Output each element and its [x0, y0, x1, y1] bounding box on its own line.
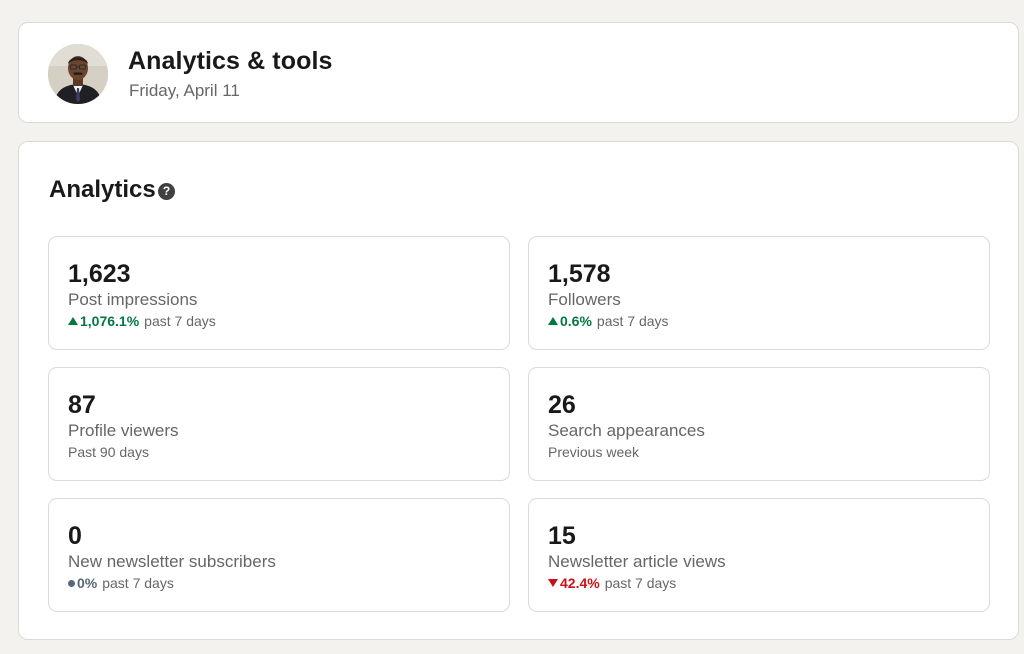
metric-period: Past 90 days — [68, 444, 149, 460]
metric-trend: 0.6% past 7 days — [548, 313, 669, 329]
metric-label: Search appearances — [548, 421, 705, 440]
trend-up-icon — [68, 316, 78, 325]
metric-period: Previous week — [548, 444, 640, 460]
metric-trend: 0% past 7 days — [68, 575, 174, 591]
metric-trend: 1,076.1% past 7 days — [68, 313, 216, 329]
metric-change: 42.4% — [560, 575, 600, 591]
metric-value: 26 — [548, 391, 576, 419]
metric-label: New newsletter subscribers — [68, 552, 276, 571]
metric-label: Followers — [548, 290, 621, 309]
metric-value: 1,578 — [548, 260, 611, 288]
metric-period: past 7 days — [596, 313, 669, 329]
metric-trend: 42.4% past 7 days — [548, 575, 676, 591]
analytics-card: Analytics ? 1,623 Post impressions 1,076… — [18, 141, 1019, 640]
metric-search-appearances[interactable]: 26 Search appearances Previous week — [528, 367, 990, 481]
metric-post-impressions[interactable]: 1,623 Post impressions 1,076.1% past 7 d… — [48, 236, 510, 350]
avatar[interactable] — [48, 44, 108, 104]
trend-down-icon — [548, 579, 558, 587]
metric-value: 0 — [68, 522, 82, 550]
metric-value: 1,623 — [68, 260, 131, 288]
metric-change: 1,076.1% — [80, 313, 140, 329]
metric-value: 15 — [548, 522, 576, 550]
trend-flat-icon — [68, 579, 75, 587]
metric-period: past 7 days — [102, 575, 174, 591]
metric-newsletter-subscribers[interactable]: 0 New newsletter subscribers 0% past 7 d… — [48, 498, 510, 612]
metric-period: past 7 days — [604, 575, 677, 591]
question-circle-icon[interactable]: ? — [158, 183, 175, 200]
metric-profile-viewers[interactable]: 87 Profile viewers Past 90 days — [48, 367, 510, 481]
profile-photo — [48, 44, 108, 104]
analytics-title: Analytics — [49, 176, 156, 203]
metric-value: 87 — [68, 391, 96, 419]
metric-label: Profile viewers — [68, 421, 179, 440]
metric-period: past 7 days — [144, 313, 216, 329]
page-title: Analytics & tools — [128, 47, 333, 75]
header-card: Analytics & tools Friday, April 11 — [18, 22, 1019, 123]
metric-label: Post impressions — [68, 290, 198, 309]
metric-followers[interactable]: 1,578 Followers 0.6% past 7 days — [528, 236, 990, 350]
metric-change: 0% — [77, 575, 98, 591]
metric-newsletter-article-views[interactable]: 15 Newsletter article views 42.4% past 7… — [528, 498, 990, 612]
trend-up-icon — [548, 316, 558, 325]
metric-change: 0.6% — [560, 313, 592, 329]
page-date: Friday, April 11 — [129, 81, 240, 100]
metric-label: Newsletter article views — [548, 552, 726, 571]
